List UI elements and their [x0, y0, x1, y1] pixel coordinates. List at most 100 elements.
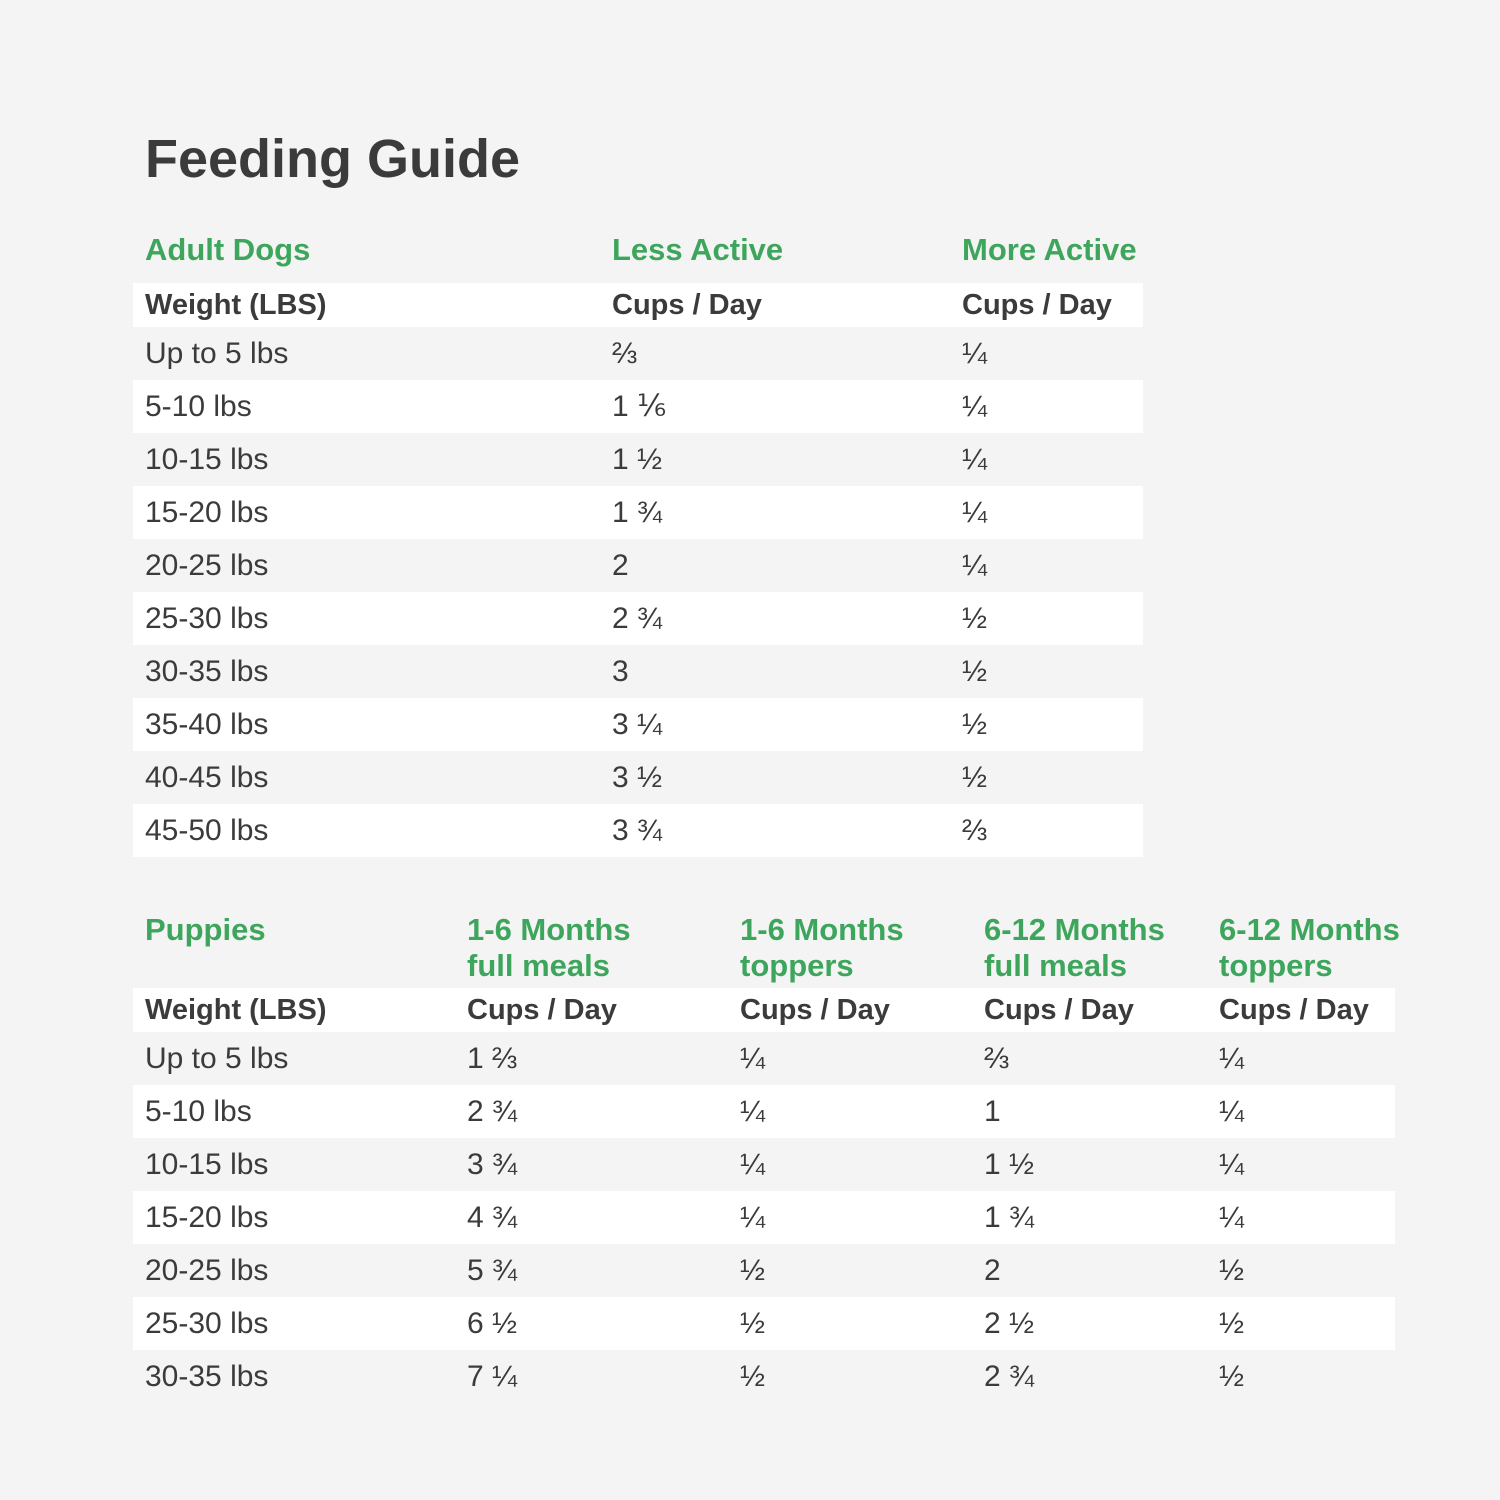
table-row: 15-20 lbs 4 ¾ ¼ 1 ¾ ¼ [133, 1191, 1395, 1244]
value-cell-6-12-toppers: ½ [1219, 1359, 1245, 1393]
adult-dogs-table: Adult Dogs Less Active More Active Weigh… [133, 232, 1143, 857]
table-row: 45-50 lbs 3 ¾ ⅔ [133, 804, 1143, 857]
group-header-line2: full meals [984, 948, 1127, 983]
weight-cell: 15-20 lbs [145, 1200, 269, 1234]
table-row: 30-35 lbs 7 ¼ ½ 2 ¾ ½ [133, 1350, 1395, 1403]
weight-cell: 30-35 lbs [145, 1359, 269, 1393]
weight-cell: 10-15 lbs [145, 442, 269, 476]
weight-cell: 40-45 lbs [145, 760, 269, 794]
weight-cell: 10-15 lbs [145, 1147, 269, 1181]
puppy-group-header-6-12-full-meals: 6-12 Months full meals [972, 912, 1207, 984]
puppy-column-header-row: Weight (LBS) Cups / Day Cups / Day Cups … [133, 988, 1395, 1032]
more-active-value-cell: ½ [962, 707, 988, 741]
value-cell-6-12-toppers: ¼ [1219, 1094, 1245, 1128]
adult-column-header-row: Weight (LBS) Cups / Day Cups / Day [133, 283, 1143, 327]
puppy-cups-header-1: Cups / Day [467, 993, 617, 1026]
value-cell-1-6-full-meals: 4 ¾ [467, 1200, 518, 1234]
table-row: 30-35 lbs 3 ½ [133, 645, 1143, 698]
less-active-value-cell: 3 ½ [612, 760, 663, 794]
value-cell-1-6-toppers: ¼ [740, 1200, 766, 1234]
value-cell-6-12-full-meals: 2 ½ [984, 1306, 1035, 1340]
less-active-value-cell: 1 ⅙ [612, 390, 667, 423]
value-cell-1-6-full-meals: 6 ½ [467, 1306, 518, 1340]
table-row: 5-10 lbs 2 ¾ ¼ 1 ¼ [133, 1085, 1395, 1138]
weight-cell: 5-10 lbs [145, 1094, 252, 1128]
adult-cups-header-less-active: Cups / Day [612, 288, 762, 321]
table-row: 10-15 lbs 1 ½ ¼ [133, 433, 1143, 486]
table-row: 20-25 lbs 5 ¾ ½ 2 ½ [133, 1244, 1395, 1297]
less-active-value-cell: 3 ¼ [612, 707, 663, 741]
adult-section-header-row: Adult Dogs Less Active More Active [133, 232, 1143, 283]
weight-cell: Up to 5 lbs [145, 336, 289, 370]
value-cell-1-6-toppers: ¼ [740, 1147, 766, 1181]
weight-cell: 15-20 lbs [145, 495, 269, 529]
value-cell-1-6-full-meals: 3 ¾ [467, 1147, 518, 1181]
value-cell-1-6-full-meals: 2 ¾ [467, 1094, 518, 1128]
group-header-line2: toppers [740, 948, 854, 983]
more-active-value-cell: ½ [962, 654, 988, 688]
value-cell-6-12-full-meals: 1 [984, 1094, 1001, 1128]
adult-section-label: Adult Dogs [145, 232, 311, 267]
value-cell-1-6-full-meals: 7 ¼ [467, 1359, 518, 1393]
more-active-value-cell: ¼ [962, 336, 988, 370]
puppy-group-header-1-6-toppers: 1-6 Months toppers [728, 912, 972, 984]
weight-cell: 25-30 lbs [145, 601, 269, 635]
value-cell-6-12-full-meals: ⅔ [984, 1041, 1010, 1075]
more-active-value-cell: ¼ [962, 495, 988, 529]
puppy-group-header-1-6-full-meals: 1-6 Months full meals [455, 912, 728, 984]
table-row: Up to 5 lbs 1 ⅔ ¼ ⅔ ¼ [133, 1032, 1395, 1085]
table-row: Up to 5 lbs ⅔ ¼ [133, 327, 1143, 380]
value-cell-6-12-full-meals: 1 ¾ [984, 1200, 1035, 1234]
puppy-group-header-6-12-toppers: 6-12 Months toppers [1207, 912, 1400, 984]
table-row: 25-30 lbs 6 ½ ½ 2 ½ ½ [133, 1297, 1395, 1350]
less-active-value-cell: ⅔ [612, 336, 638, 370]
more-active-value-cell: ½ [962, 601, 988, 635]
table-row: 20-25 lbs 2 ¼ [133, 539, 1143, 592]
value-cell-6-12-toppers: ¼ [1219, 1041, 1245, 1075]
group-header-line2: toppers [1219, 948, 1333, 983]
value-cell-6-12-toppers: ¼ [1219, 1147, 1245, 1181]
value-cell-6-12-toppers: ½ [1219, 1253, 1245, 1287]
weight-cell: 30-35 lbs [145, 654, 269, 688]
less-active-value-cell: 1 ¾ [612, 495, 663, 529]
puppies-table: Puppies 1-6 Months full meals 1-6 Months… [133, 912, 1400, 1403]
more-active-value-cell: ⅔ [962, 813, 988, 847]
value-cell-1-6-full-meals: 1 ⅔ [467, 1041, 518, 1075]
adult-group-header-less-active: Less Active [612, 232, 784, 267]
puppy-section-label: Puppies [145, 912, 266, 947]
value-cell-6-12-toppers: ¼ [1219, 1200, 1245, 1234]
table-row: 25-30 lbs 2 ¾ ½ [133, 592, 1143, 645]
value-cell-1-6-toppers: ½ [740, 1306, 766, 1340]
value-cell-6-12-full-meals: 2 [984, 1253, 1001, 1287]
puppy-section-header-row: Puppies 1-6 Months full meals 1-6 Months… [133, 912, 1400, 988]
less-active-value-cell: 2 ¾ [612, 601, 663, 635]
value-cell-6-12-full-meals: 2 ¾ [984, 1359, 1035, 1393]
table-row: 40-45 lbs 3 ½ ½ [133, 751, 1143, 804]
weight-cell: 20-25 lbs [145, 548, 269, 582]
adult-weight-header: Weight (LBS) [145, 288, 327, 321]
weight-cell: 5-10 lbs [145, 389, 252, 423]
table-row: 5-10 lbs 1 ⅙ ¼ [133, 380, 1143, 433]
adult-group-header-more-active: More Active [962, 232, 1137, 267]
less-active-value-cell: 3 ¾ [612, 813, 663, 847]
more-active-value-cell: ½ [962, 760, 988, 794]
weight-cell: 45-50 lbs [145, 813, 269, 847]
value-cell-1-6-full-meals: 5 ¾ [467, 1253, 518, 1287]
table-row: 35-40 lbs 3 ¼ ½ [133, 698, 1143, 751]
value-cell-1-6-toppers: ½ [740, 1359, 766, 1393]
page-title: Feeding Guide [145, 129, 521, 189]
puppy-cups-header-3: Cups / Day [984, 993, 1134, 1026]
more-active-value-cell: ¼ [962, 548, 988, 582]
table-row: 10-15 lbs 3 ¾ ¼ 1 ½ ¼ [133, 1138, 1395, 1191]
less-active-value-cell: 2 [612, 548, 629, 582]
more-active-value-cell: ¼ [962, 442, 988, 476]
adult-cups-header-more-active: Cups / Day [962, 288, 1112, 321]
weight-cell: 20-25 lbs [145, 1253, 269, 1287]
group-header-line1: 6-12 Months [984, 912, 1165, 947]
value-cell-1-6-toppers: ¼ [740, 1094, 766, 1128]
value-cell-1-6-toppers: ½ [740, 1253, 766, 1287]
less-active-value-cell: 3 [612, 654, 629, 688]
group-header-line1: 6-12 Months [1219, 912, 1400, 947]
group-header-line2: full meals [467, 948, 610, 983]
weight-cell: 25-30 lbs [145, 1306, 269, 1340]
